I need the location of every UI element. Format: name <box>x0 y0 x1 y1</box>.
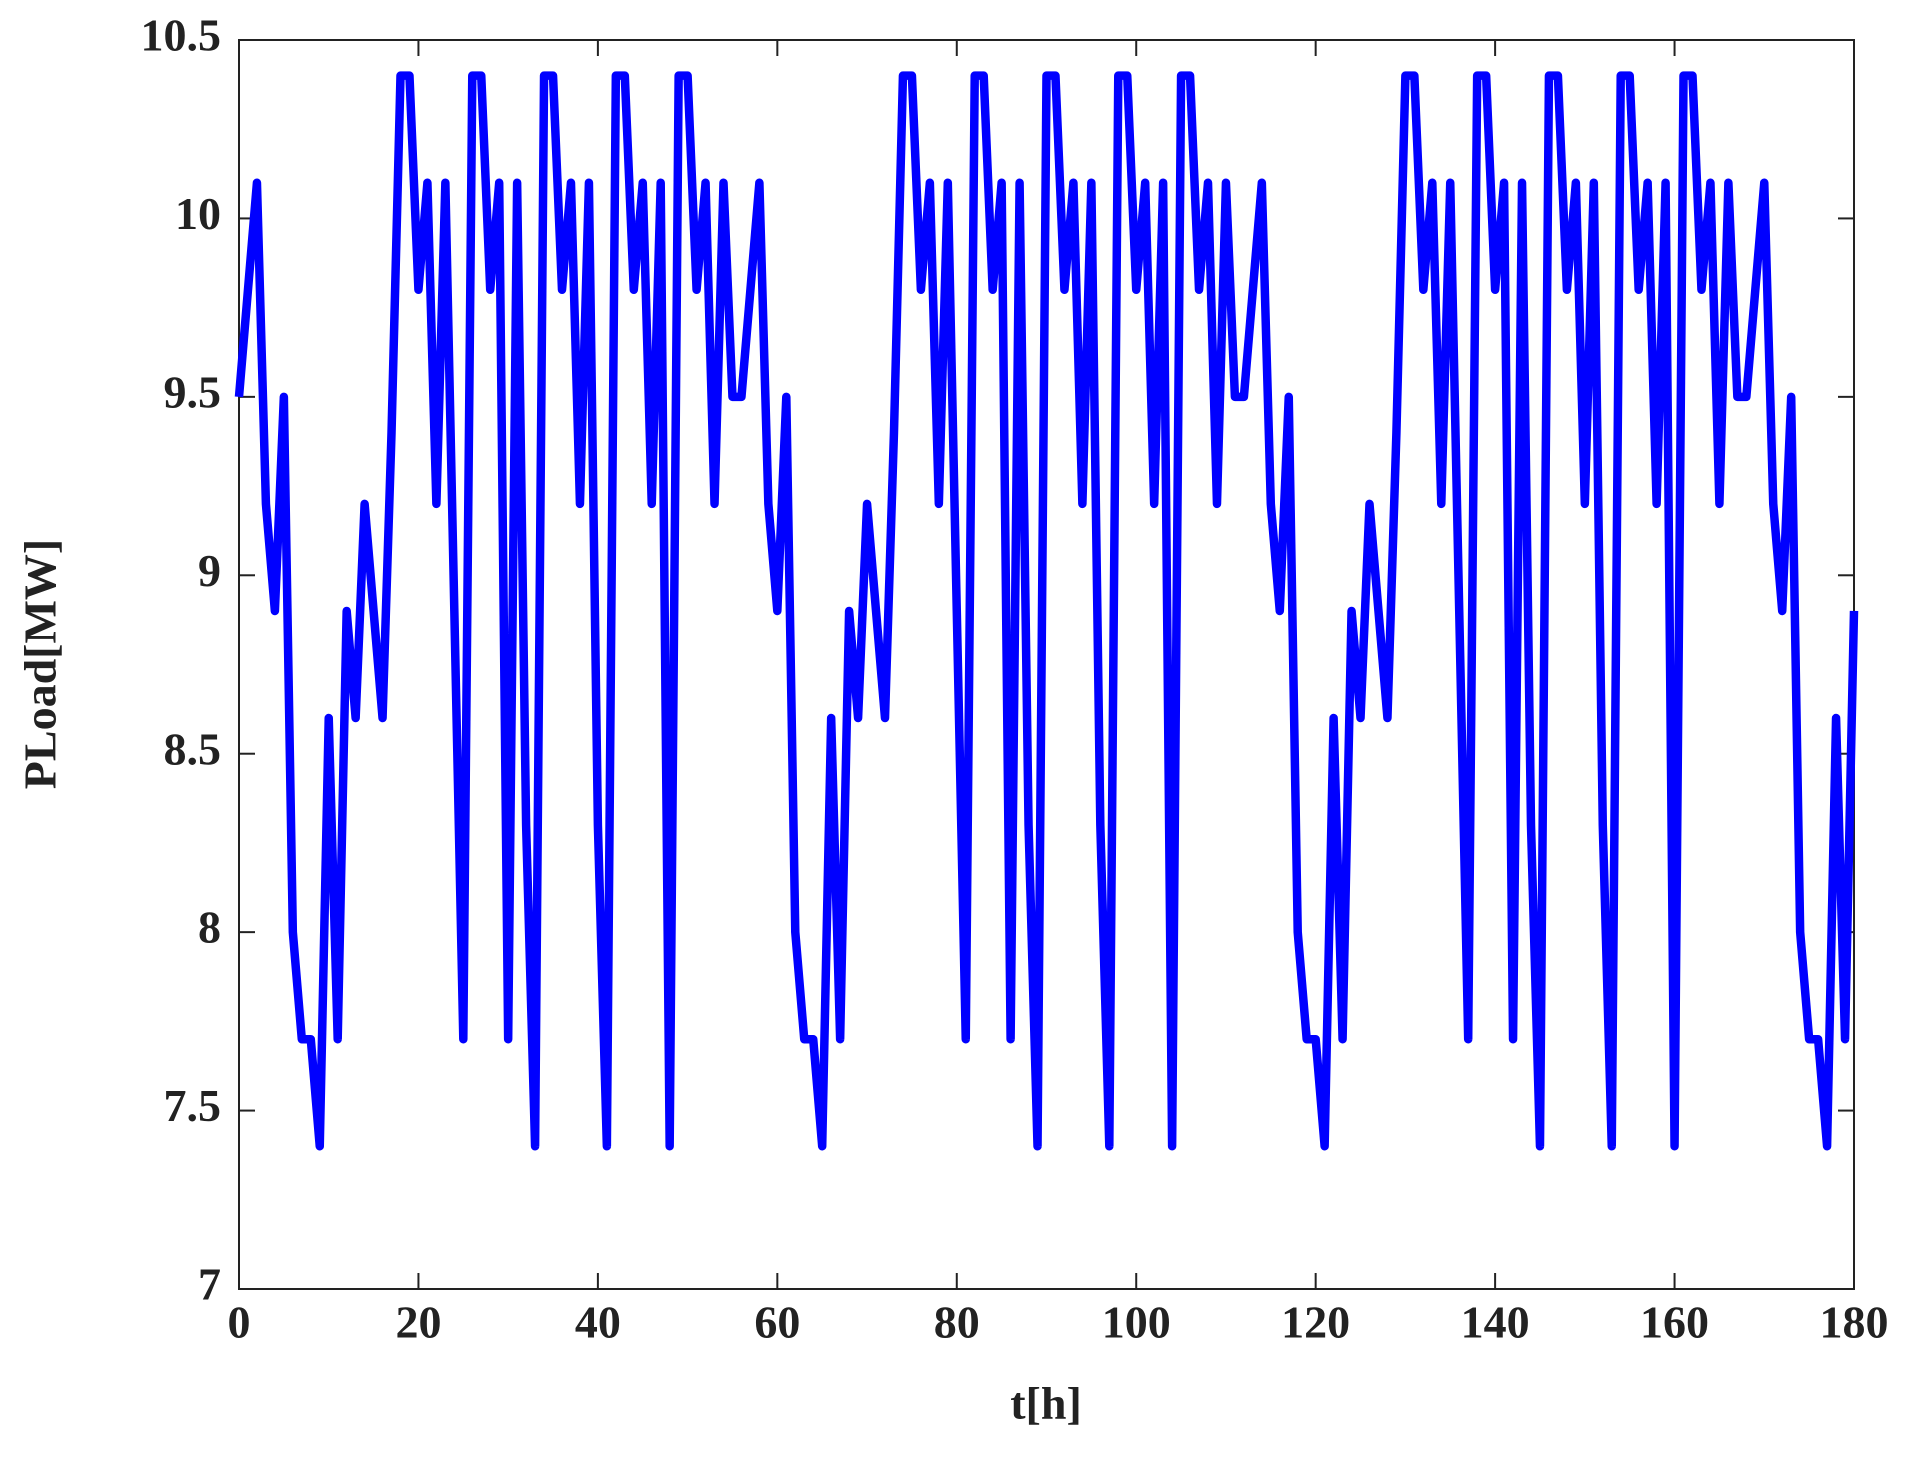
y-tick-label: 9.5 <box>164 366 222 417</box>
y-axis-label: PLoad[MW] <box>15 539 66 789</box>
x-axis-label: t[h] <box>1010 1378 1082 1429</box>
x-tick-label: 80 <box>934 1297 980 1348</box>
x-tick-label: 20 <box>395 1297 441 1348</box>
x-tick-label: 60 <box>754 1297 800 1348</box>
y-tick-label: 10.5 <box>141 10 222 61</box>
x-tick-label: 180 <box>1820 1297 1889 1348</box>
y-tick-label: 7 <box>198 1259 221 1310</box>
x-tick-label: 0 <box>228 1297 251 1348</box>
y-tick-label: 8 <box>198 902 221 953</box>
y-tick-label: 10 <box>175 188 221 239</box>
x-tick-label: 100 <box>1102 1297 1171 1348</box>
x-tick-label: 120 <box>1281 1297 1350 1348</box>
x-tick-label: 160 <box>1640 1297 1709 1348</box>
data-line <box>234 71 1859 1151</box>
x-tick-label: 40 <box>575 1297 621 1348</box>
y-tick-label: 8.5 <box>164 723 222 774</box>
y-tick-label: 9 <box>198 545 221 596</box>
y-tick-label: 7.5 <box>164 1080 222 1131</box>
x-tick-label: 140 <box>1461 1297 1530 1348</box>
